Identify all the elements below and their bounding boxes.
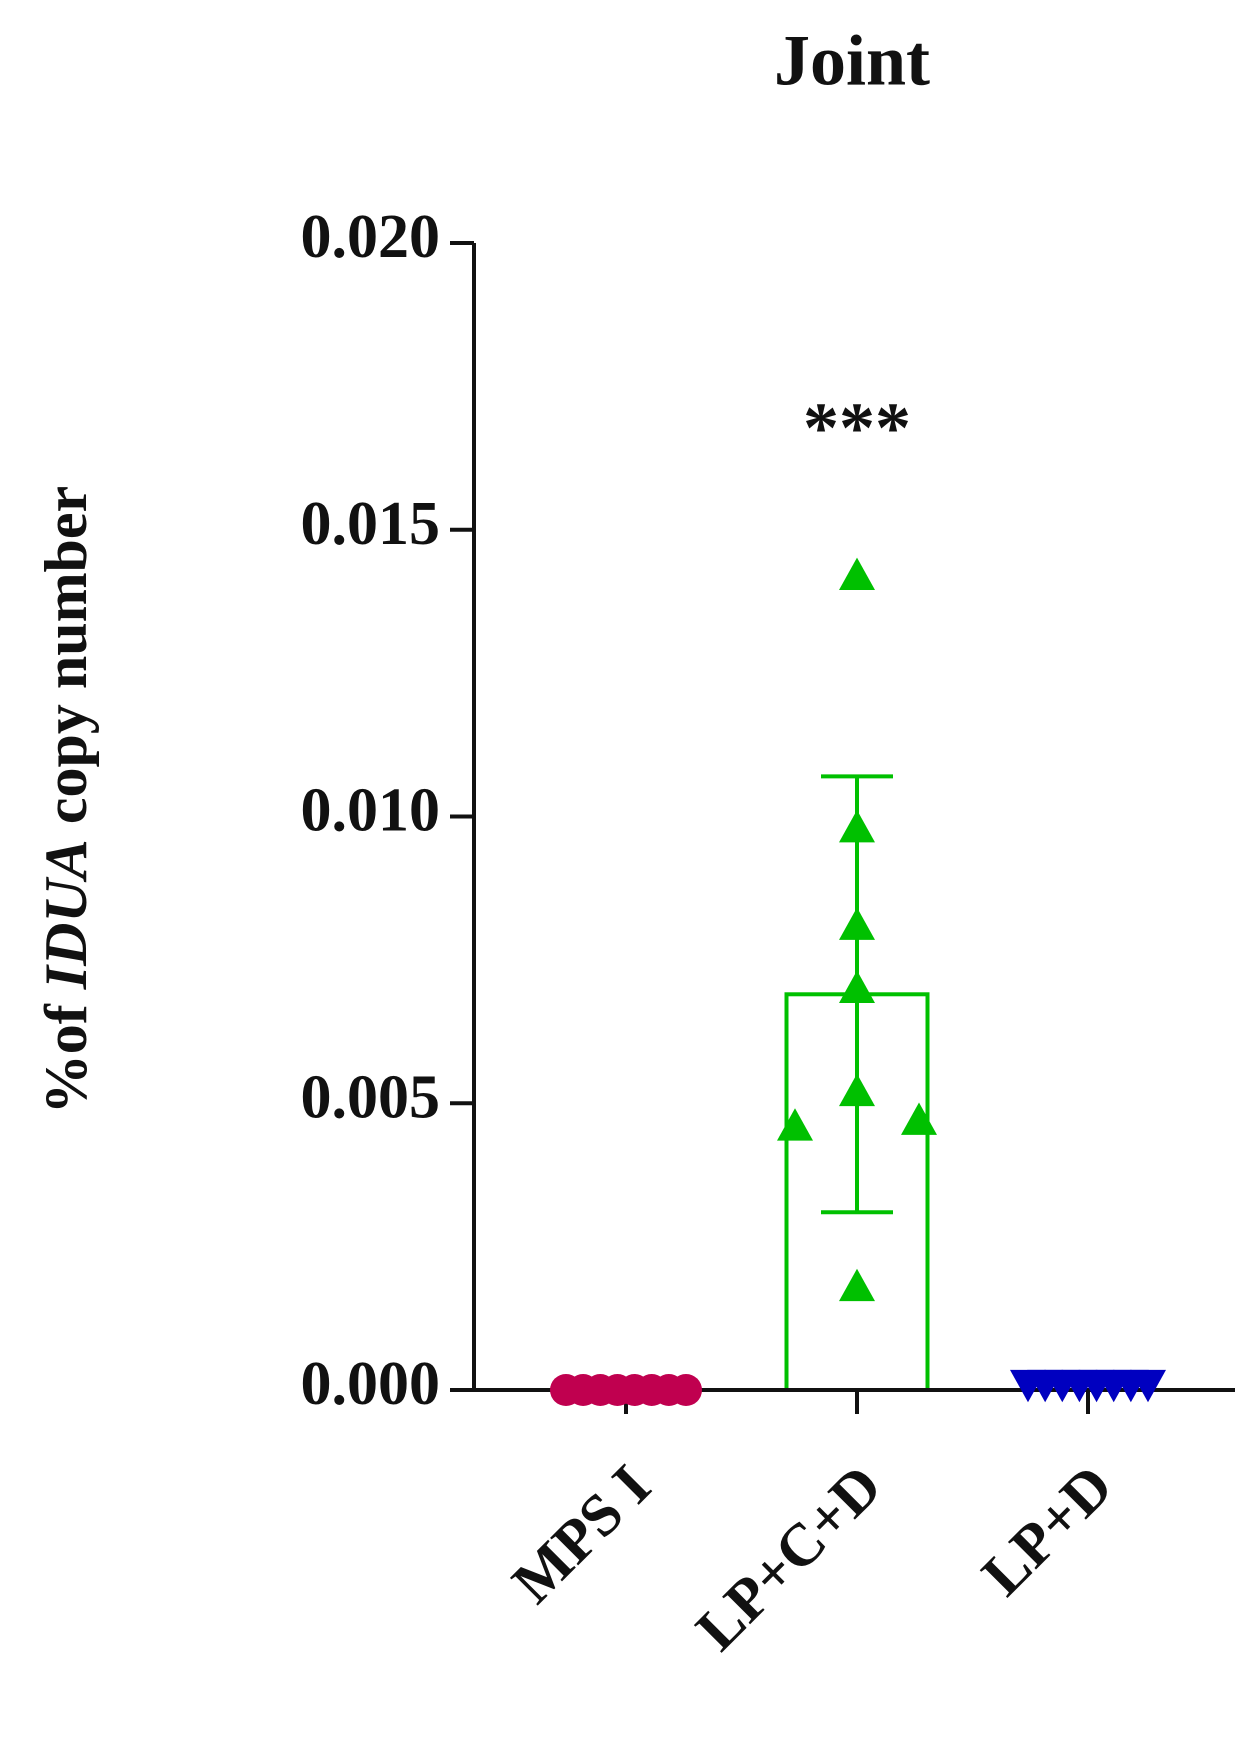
data-point <box>777 1108 813 1141</box>
data-point <box>839 907 875 940</box>
data-point <box>839 1073 875 1107</box>
data-point <box>901 1102 937 1135</box>
y-label-part: copy number <box>33 486 99 839</box>
significance-annotation: *** <box>803 388 911 468</box>
data-point <box>839 809 875 843</box>
y-axis-label: %of IDUA copy number <box>33 486 99 1114</box>
data-point <box>839 970 875 1003</box>
y-tick-label: 0.015 <box>301 490 441 558</box>
data-point <box>839 1268 875 1302</box>
data-point <box>1130 1369 1166 1403</box>
y-label-italic: IDUA <box>33 839 99 990</box>
data-point <box>670 1374 702 1406</box>
data-point <box>839 557 875 591</box>
y-label-part: %of <box>33 989 99 1114</box>
y-tick-label: 0.020 <box>301 203 441 271</box>
y-tick-label: 0.000 <box>301 1350 441 1418</box>
y-tick-label: 0.005 <box>301 1063 441 1131</box>
x-tick-label: LP+C+D <box>683 1452 894 1663</box>
y-tick-label: 0.010 <box>301 777 441 845</box>
x-tick-label: LP+D <box>969 1452 1125 1608</box>
chart-title: Joint <box>774 21 930 101</box>
x-tick-label: MPS I <box>500 1452 663 1615</box>
